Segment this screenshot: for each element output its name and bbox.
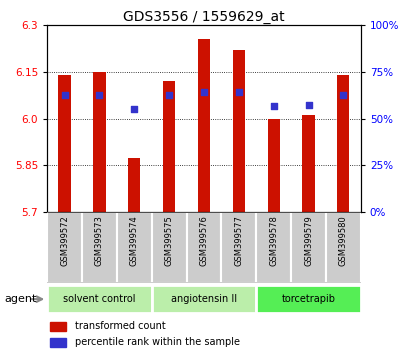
Bar xyxy=(302,115,314,212)
Bar xyxy=(58,75,70,212)
Bar xyxy=(163,81,175,212)
Text: solvent control: solvent control xyxy=(63,294,135,304)
Title: GDS3556 / 1559629_at: GDS3556 / 1559629_at xyxy=(123,10,284,24)
Bar xyxy=(128,158,140,212)
FancyBboxPatch shape xyxy=(290,212,325,283)
Text: torcetrapib: torcetrapib xyxy=(281,294,335,304)
FancyBboxPatch shape xyxy=(256,285,360,314)
Point xyxy=(96,92,103,98)
FancyBboxPatch shape xyxy=(47,285,151,314)
Bar xyxy=(267,119,279,212)
Text: transformed count: transformed count xyxy=(75,321,166,331)
Point xyxy=(131,106,137,112)
FancyBboxPatch shape xyxy=(186,212,221,283)
FancyBboxPatch shape xyxy=(325,212,360,283)
Bar xyxy=(50,322,66,331)
Bar xyxy=(50,338,66,347)
Text: angiotensin II: angiotensin II xyxy=(171,294,236,304)
FancyBboxPatch shape xyxy=(151,285,256,314)
Point xyxy=(270,103,276,109)
Point xyxy=(166,92,172,98)
Bar xyxy=(198,39,209,212)
Point xyxy=(235,89,242,95)
Bar xyxy=(232,50,244,212)
FancyBboxPatch shape xyxy=(117,212,151,283)
Point xyxy=(61,92,68,98)
FancyBboxPatch shape xyxy=(82,212,117,283)
Bar xyxy=(337,75,348,212)
Bar xyxy=(93,72,105,212)
Text: GSM399576: GSM399576 xyxy=(199,215,208,266)
Text: GSM399574: GSM399574 xyxy=(130,215,138,266)
FancyBboxPatch shape xyxy=(221,212,256,283)
Text: agent: agent xyxy=(4,294,36,304)
Text: GSM399577: GSM399577 xyxy=(234,215,243,266)
Text: percentile rank within the sample: percentile rank within the sample xyxy=(75,337,240,347)
Text: GSM399575: GSM399575 xyxy=(164,215,173,266)
FancyBboxPatch shape xyxy=(151,212,186,283)
Text: GSM399572: GSM399572 xyxy=(60,215,69,266)
Point xyxy=(305,102,311,107)
FancyBboxPatch shape xyxy=(47,212,82,283)
Text: GSM399580: GSM399580 xyxy=(338,215,347,266)
FancyBboxPatch shape xyxy=(256,212,290,283)
Text: GSM399578: GSM399578 xyxy=(269,215,277,266)
Point xyxy=(200,89,207,95)
Text: GSM399573: GSM399573 xyxy=(95,215,103,266)
Point xyxy=(339,92,346,98)
Text: GSM399579: GSM399579 xyxy=(303,215,312,266)
